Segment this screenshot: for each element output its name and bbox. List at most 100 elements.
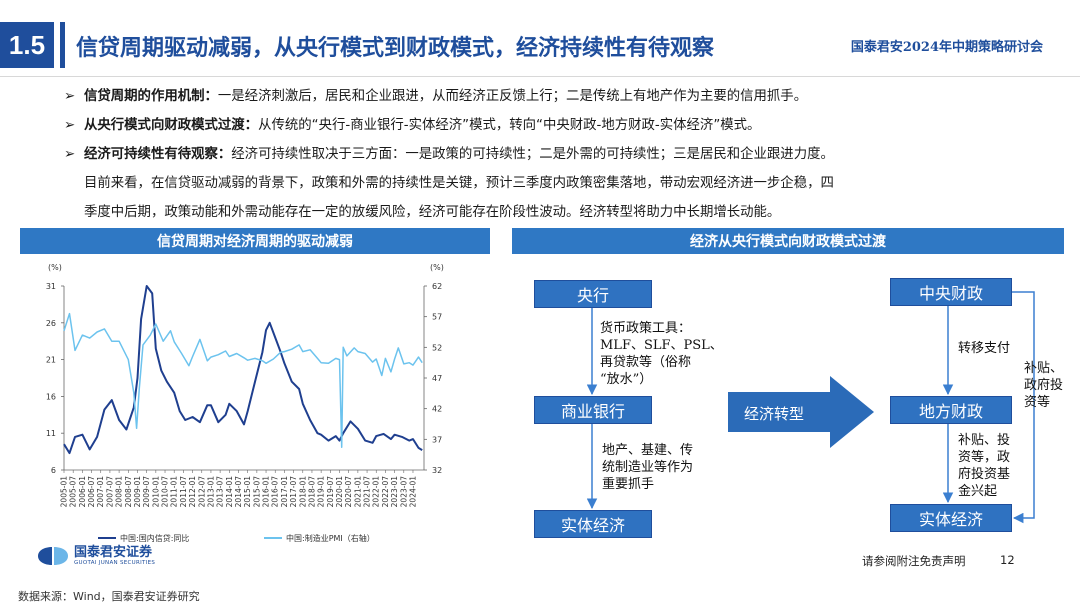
x-tick-label: 2014-01 [225, 476, 234, 508]
local-finance-box: 地方财政 [890, 396, 1012, 424]
real-economy-box-left: 实体经济 [534, 510, 652, 538]
x-tick-label: 2022-07 [381, 476, 390, 508]
x-tick-label: 2016-07 [271, 476, 280, 508]
logo-emblem-icon [38, 547, 68, 565]
x-tick-label: 2019-01 [317, 476, 326, 508]
transition-diagram: 央行 商业银行 实体经济 中央财政 地方财政 实体经济 经济转型 货币政策工具：… [512, 260, 1072, 550]
right-tick-label: 37 [432, 435, 442, 444]
note-subsidy-central: 补贴、 政府投 资等 [1024, 361, 1064, 410]
x-tick-label: 2020-01 [335, 476, 344, 508]
x-tick-label: 2023-01 [390, 476, 399, 508]
section-divider [60, 22, 65, 68]
diagram-connectors [586, 291, 1035, 524]
x-tick-label: 2017-01 [280, 476, 289, 508]
bullet-item: ➢ 信贷周期的作用机制：一是经济刺激后，居民和企业跟进，从而经济正反馈上行；二是传… [64, 82, 1044, 111]
x-tick-label: 2010-07 [161, 476, 170, 508]
note-monetary-tools: 货币政策工具： MLF、SLF、PSL、 再贷款等（俗称 “放水”） [600, 321, 723, 387]
note-property-infra: 地产、基建、传 统制造业等作为 重要抓手 [602, 443, 694, 492]
credit-pmi-chart: (%) (%) 31 26 21 16 11 6 62 57 52 47 42 37 32 2005-0… [46, 263, 444, 543]
bullet-item: ➢ 从央行模式向财政模式过渡：从传统的“央行-商业银行-实体经济”模式，转向“中央… [64, 111, 1044, 140]
note-transfer-payment: 转移支付 [958, 341, 1011, 356]
bullet-heading: 从央行模式向财政模式过渡： [84, 118, 259, 133]
left-tick-label: 6 [51, 466, 56, 475]
x-tick-label: 2016-01 [262, 476, 271, 508]
series-line-1 [63, 312, 423, 449]
bullet-list: ➢ 信贷周期的作用机制：一是经济刺激后，居民和企业跟进，从而经济正反馈上行；二是传… [64, 82, 1044, 227]
bullet-arrow-icon: ➢ [64, 118, 76, 133]
right-tick-label: 32 [432, 466, 442, 475]
right-tick-label: 57 [432, 313, 442, 322]
big-arrow-label: 经济转型 [744, 405, 805, 423]
bullet-text: 从传统的“央行-商业银行-实体经济”模式，转向“中央财政-地方财政-实体经济”模… [258, 118, 761, 133]
x-tick-label: 2018-01 [298, 476, 307, 508]
left-tick-label: 16 [46, 392, 56, 401]
header-rule [0, 76, 1080, 77]
left-tick-label: 11 [46, 429, 56, 438]
x-tick-label: 2014-07 [234, 476, 243, 508]
central-finance-box: 中央财政 [890, 278, 1012, 306]
x-tick-label: 2009-07 [142, 476, 151, 508]
bullet-item: ➢ 经济可持续性有待观察：经济可持续性取决于三方面：一是政策的可持续性；二是外需的… [64, 140, 1044, 169]
bullet-text: 经济可持续性取决于三方面：一是政策的可持续性；二是外需的可持续性；三是居民和企业… [231, 147, 834, 162]
diagram-panel-title: 经济从央行模式向财政模式过渡 [512, 228, 1064, 254]
real-economy-box-right: 实体经济 [890, 504, 1012, 532]
company-logo: 国泰君安证券 GUOTAI JUNAN SECURITIES [36, 546, 155, 566]
right-tick-label: 47 [432, 374, 442, 383]
right-tick-label: 62 [432, 282, 442, 291]
x-tick-label: 2008-07 [124, 476, 133, 508]
page-title: 信贷周期驱动减弱，从央行模式到财政模式，经济持续性有待观察 [76, 36, 715, 61]
x-tick-label: 2006-07 [87, 476, 96, 508]
x-tick-label: 2013-07 [216, 476, 225, 508]
x-tick-label: 2011-07 [179, 476, 188, 508]
x-tick-label: 2024-01 [408, 476, 417, 508]
right-tick-label: 42 [432, 405, 442, 414]
x-tick-label: 2005-07 [69, 476, 78, 508]
x-tick-label: 2019-07 [326, 476, 335, 508]
disclaimer-note: 请参阅附注免责声明 [862, 554, 966, 568]
x-tick-label: 2017-07 [289, 476, 298, 508]
legend-label: 中国:国内信贷:同比 [120, 533, 189, 543]
x-tick-label: 2021-07 [363, 476, 372, 508]
x-tick-label: 2021-01 [353, 476, 362, 508]
chart-panel-title: 信贷周期对经济周期的驱动减弱 [20, 228, 490, 254]
x-tick-label: 2012-01 [188, 476, 197, 508]
x-tick-label: 2007-07 [105, 476, 114, 508]
x-tick-label: 2009-01 [133, 476, 142, 508]
bullet-text: 一是经济刺激后，居民和企业跟进，从而经济正反馈上行；二是传统上有地产作为主要的信… [217, 89, 808, 104]
section-number: 1.5 [0, 22, 54, 68]
arrow-central-finance-to-economy [1012, 291, 1035, 524]
x-tick-label: 2020-07 [344, 476, 353, 508]
bullet-heading: 信贷周期的作用机制： [84, 89, 218, 104]
left-tick-label: 31 [46, 282, 56, 291]
x-tick-label: 2023-07 [399, 476, 408, 508]
x-tick-label: 2022-01 [372, 476, 381, 508]
x-tick-label: 2015-07 [252, 476, 261, 508]
page-number: 12 [1000, 553, 1015, 567]
x-tick-label: 2013-01 [206, 476, 215, 508]
x-tick-label: 2007-01 [96, 476, 105, 508]
x-tick-label: 2005-01 [60, 476, 69, 508]
x-tick-label: 2010-01 [151, 476, 160, 508]
left-tick-label: 26 [46, 319, 56, 328]
right-tick-label: 52 [432, 343, 442, 352]
note-subsidy-local: 补贴、投 资等，政 府投资基 金兴起 [958, 433, 1011, 499]
big-transition-arrow [728, 376, 874, 448]
x-tick-label: 2015-01 [243, 476, 252, 508]
x-tick-label: 2006-01 [78, 476, 87, 508]
commercial-bank-box: 商业银行 [534, 396, 652, 424]
conference-name: 国泰君安2024年中期策略研讨会 [850, 40, 1043, 55]
bullet-continuation: 目前来看，在信贷驱动减弱的背景下，政策和外需的持续性是关键，预计三季度内政策密集… [84, 176, 834, 191]
bullet-arrow-icon: ➢ [64, 89, 76, 104]
bullet-continuation: 季度中后期，政策动能和外需动能存在一定的放缓风险，经济可能存在阶段性波动。经济转… [84, 205, 781, 220]
legend-label: 中国:制造业PMI（右轴） [286, 533, 375, 543]
central-bank-box: 央行 [534, 280, 652, 308]
bullet-heading: 经济可持续性有待观察： [84, 147, 232, 162]
data-source: 数据来源：Wind，国泰君安证券研究 [18, 590, 200, 603]
x-tick-label: 2012-07 [197, 476, 206, 508]
bullet-arrow-icon: ➢ [64, 147, 76, 162]
left-axis-unit: (%) [48, 263, 62, 272]
series-line-0 [63, 285, 423, 455]
left-tick-label: 21 [46, 356, 56, 365]
logo-english-name: GUOTAI JUNAN SECURITIES [74, 560, 156, 566]
x-tick-label: 2011-01 [170, 476, 179, 508]
